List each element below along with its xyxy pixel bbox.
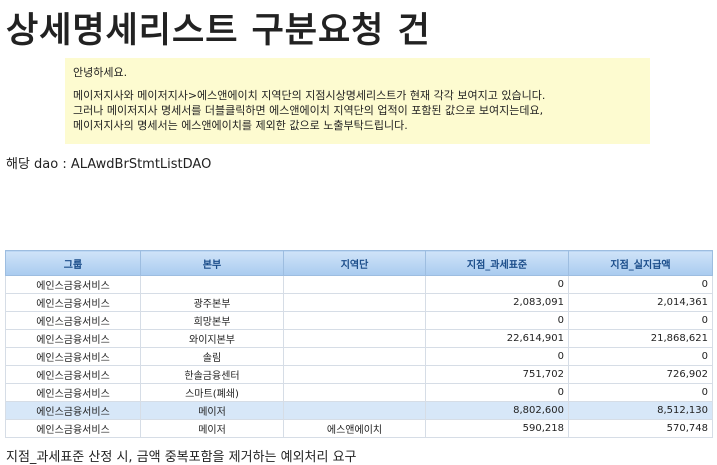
notice-line: 메이저지사의 명세서는 에스앤에이치를 제외한 값으로 노출부탁드립니다. — [73, 119, 408, 132]
table-cell — [283, 293, 426, 312]
table-cell: 한솔금융센터 — [140, 365, 284, 384]
table-cell: 스마트(폐쇄) — [140, 383, 284, 402]
header-row: 그룹 본부 지역단 지점_과세표준 지점_실지급액 — [5, 250, 713, 276]
column-header[interactable]: 지점_실지급액 — [568, 250, 713, 276]
table-cell: 0 — [568, 311, 713, 330]
table-cell: 와이지본부 — [140, 329, 284, 348]
table-cell — [283, 311, 426, 330]
table-row[interactable]: 에인스금융서비스 한솔금융센터 751,702 726,902 — [5, 365, 713, 384]
table-cell — [140, 275, 284, 294]
table-cell: 8,512,130 — [568, 401, 713, 420]
column-header[interactable]: 지점_과세표준 — [425, 250, 569, 276]
table-cell: 22,614,901 — [425, 329, 569, 348]
table-row[interactable]: 에인스금융서비스 와이지본부 22,614,901 21,868,621 — [5, 329, 713, 348]
table-cell — [283, 347, 426, 366]
table-cell: 에인스금융서비스 — [5, 329, 141, 348]
notice-line: 메이저지사와 메이저지사>에스앤에이치 지역단의 지점시상명세리스트가 현재 각… — [73, 89, 546, 102]
table-cell: 2,083,091 — [425, 293, 569, 312]
table-cell: 0 — [568, 383, 713, 402]
column-header[interactable]: 그룹 — [5, 250, 141, 276]
table-row[interactable]: 에인스금융서비스 메이저 에스앤에이치 590,218 570,748 — [5, 419, 713, 438]
table-cell — [283, 365, 426, 384]
table-cell: 0 — [568, 347, 713, 366]
table-row[interactable]: 에인스금융서비스 광주본부 2,083,091 2,014,361 — [5, 293, 713, 312]
table-row[interactable]: 에인스금융서비스 스마트(폐쇄) 0 0 — [5, 383, 713, 402]
table-cell: 솔림 — [140, 347, 284, 366]
table-cell — [283, 329, 426, 348]
column-header[interactable]: 지역단 — [283, 250, 426, 276]
data-table: 그룹 본부 지역단 지점_과세표준 지점_실지급액 에인스금융서비스 0 0 에인스금융서비스… — [5, 250, 713, 438]
table-cell: 에인스금융서비스 — [5, 311, 141, 330]
table-cell: 희망본부 — [140, 311, 284, 330]
table-cell: 광주본부 — [140, 293, 284, 312]
dao-text: 해당 dao : ALAwdBrStmtListDAO — [6, 157, 212, 172]
table-cell: 에인스금융서비스 — [5, 293, 141, 312]
table-cell: 메이저 — [140, 419, 284, 438]
table-cell: 에인스금융서비스 — [5, 275, 141, 294]
table-row[interactable]: 에인스금융서비스 메이저 8,802,600 8,512,130 — [5, 401, 713, 420]
table-row[interactable]: 에인스금융서비스 희망본부 0 0 — [5, 311, 713, 330]
table-cell: 에스앤에이치 — [283, 419, 426, 438]
table-cell: 에인스금융서비스 — [5, 401, 141, 420]
notice-line: 안녕하세요. — [73, 66, 128, 79]
table-cell: 0 — [425, 275, 569, 294]
table-cell: 에인스금융서비스 — [5, 365, 141, 384]
table-cell: 에인스금융서비스 — [5, 347, 141, 366]
table-cell: 0 — [425, 383, 569, 402]
page-title: 상세명세리스트 구분요청 건 — [6, 11, 431, 51]
table-cell: 751,702 — [425, 365, 569, 384]
table-row[interactable]: 에인스금융서비스 0 0 — [5, 275, 713, 294]
table-cell: 726,902 — [568, 365, 713, 384]
notice-box: 안녕하세요. 메이저지사와 메이저지사>에스앤에이치 지역단의 지점시상명세리스트… — [65, 58, 650, 144]
table-cell: 0 — [425, 347, 569, 366]
table-cell: 에인스금융서비스 — [5, 419, 141, 438]
notice-line: 그러나 메이저지사 명세서를 더블클릭하면 에스앤에이치 지역단의 업적이 포함… — [73, 104, 544, 117]
table-cell — [283, 383, 426, 402]
footer-text: 지점_과세표준 산정 시, 금액 중복포함을 제거하는 예외처리 요구 — [6, 450, 357, 465]
table-cell — [283, 275, 426, 294]
column-header[interactable]: 본부 — [140, 250, 284, 276]
table-cell: 21,868,621 — [568, 329, 713, 348]
table-cell: 2,014,361 — [568, 293, 713, 312]
table-cell — [283, 401, 426, 420]
table-row[interactable]: 에인스금융서비스 솔림 0 0 — [5, 347, 713, 366]
table-cell: 0 — [568, 275, 713, 294]
table-cell: 에인스금융서비스 — [5, 383, 141, 402]
table-cell: 8,802,600 — [425, 401, 569, 420]
table-cell: 0 — [425, 311, 569, 330]
table-cell: 메이저 — [140, 401, 284, 420]
table-cell: 590,218 — [425, 419, 569, 438]
table-cell: 570,748 — [568, 419, 713, 438]
